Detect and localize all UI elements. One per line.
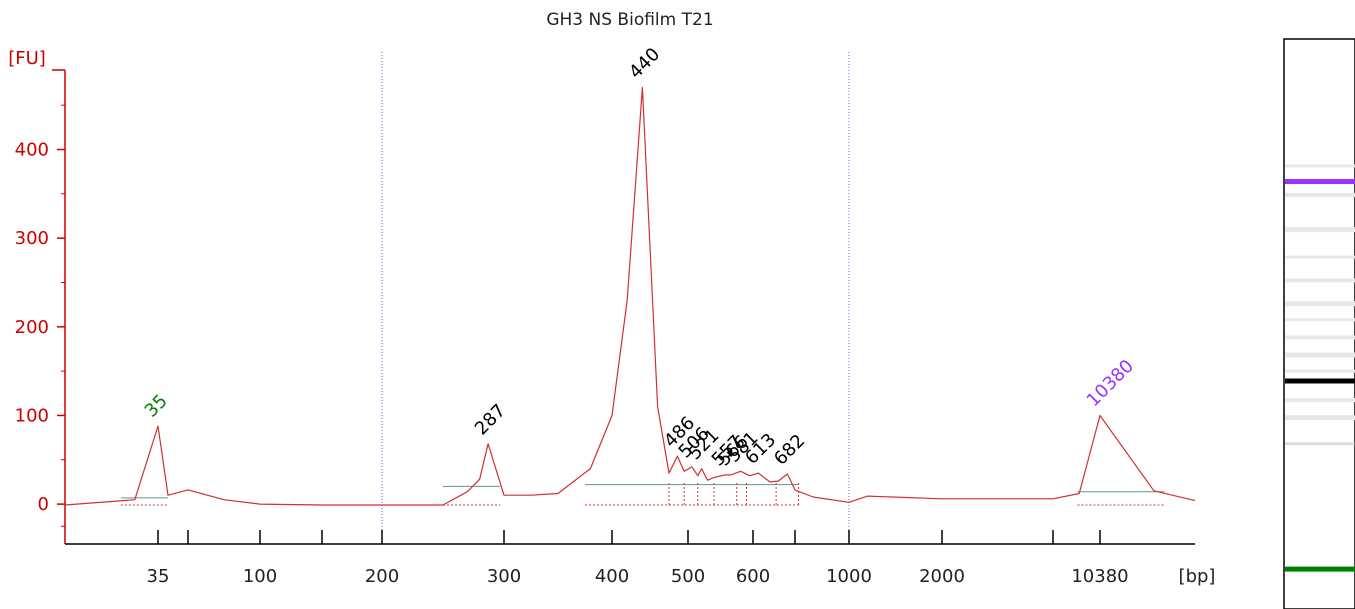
x-tick-label-1000: 1000	[826, 566, 872, 587]
gel-lane-frame	[1283, 38, 1355, 609]
x-axis-label: [bp]	[1179, 566, 1216, 587]
chart-title: GH3 NS Biofilm T21	[546, 10, 713, 30]
gel-smear	[1285, 255, 1355, 259]
x-tick-label-35: 35	[147, 566, 170, 587]
gel-smear	[1285, 335, 1355, 340]
peak-label-682: 682	[770, 430, 809, 469]
gel-band-main-band	[1285, 378, 1355, 384]
y-tick-label-200: 200	[15, 317, 49, 338]
axes: 0 100 200 300 400 35 100 200 300 400 500 600 1000 200…	[15, 69, 1195, 587]
peak-label-440: 440	[625, 44, 664, 83]
x-tick-label-300: 300	[487, 566, 521, 587]
y-axis-label: [FU]	[8, 48, 46, 69]
y-tick-label-300: 300	[15, 228, 49, 249]
x-tick-label-200: 200	[365, 566, 399, 587]
trace-line	[64, 86, 1196, 506]
gel-smear	[1285, 398, 1355, 403]
y-tick-label-0: 0	[38, 494, 49, 515]
gel-smear	[1285, 318, 1355, 322]
peak-label-35: 35	[141, 391, 172, 422]
y-tick-label-400: 400	[15, 140, 49, 161]
gel-lane	[1283, 38, 1355, 609]
gel-smear	[1285, 227, 1355, 233]
peak-label-10380: 10380	[1083, 356, 1138, 411]
x-tick-label-2000: 2000	[919, 566, 965, 587]
gel-smear	[1285, 164, 1355, 168]
peak-baselines	[120, 481, 1165, 506]
peak-label-287: 287	[471, 400, 510, 439]
x-tick-label-400: 400	[595, 566, 629, 587]
x-tick-label-100: 100	[243, 566, 277, 587]
x-tick-label-600: 600	[736, 566, 770, 587]
gel-smear	[1285, 415, 1355, 421]
trace-layer	[64, 86, 1196, 506]
gel-smear	[1285, 278, 1355, 283]
x-tick-label-500: 500	[671, 566, 705, 587]
gel-smear	[1285, 192, 1355, 197]
gel-band-faint-band	[1285, 442, 1355, 446]
x-tick-label-10380: 10380	[1071, 566, 1128, 587]
gel-band-upper-marker	[1285, 179, 1355, 184]
gel-smear	[1285, 352, 1355, 358]
y-tick-label-100: 100	[15, 405, 49, 426]
gel-band-lower-marker	[1285, 566, 1355, 572]
gel-smear	[1285, 301, 1355, 307]
gridlines	[381, 52, 850, 544]
gel-smear	[1285, 369, 1355, 373]
